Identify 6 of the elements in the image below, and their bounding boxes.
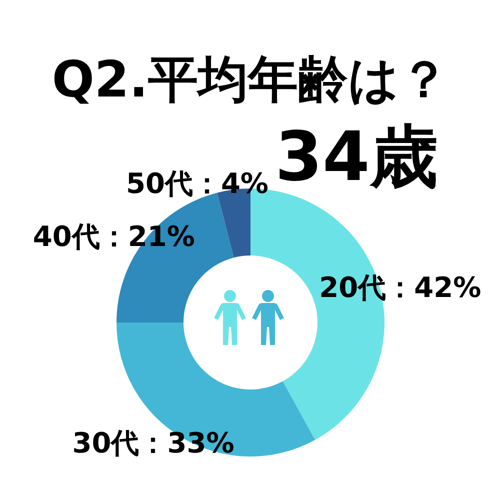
slice-label: 30代	[72, 426, 140, 460]
chart-subtitle: 34歳	[275, 118, 438, 197]
chart-title: Q2.平均年齢は？	[52, 50, 450, 108]
data-label: ：42%	[386, 271, 482, 304]
slice-label: 50代	[126, 167, 193, 200]
slice-label: 40代	[32, 220, 100, 254]
